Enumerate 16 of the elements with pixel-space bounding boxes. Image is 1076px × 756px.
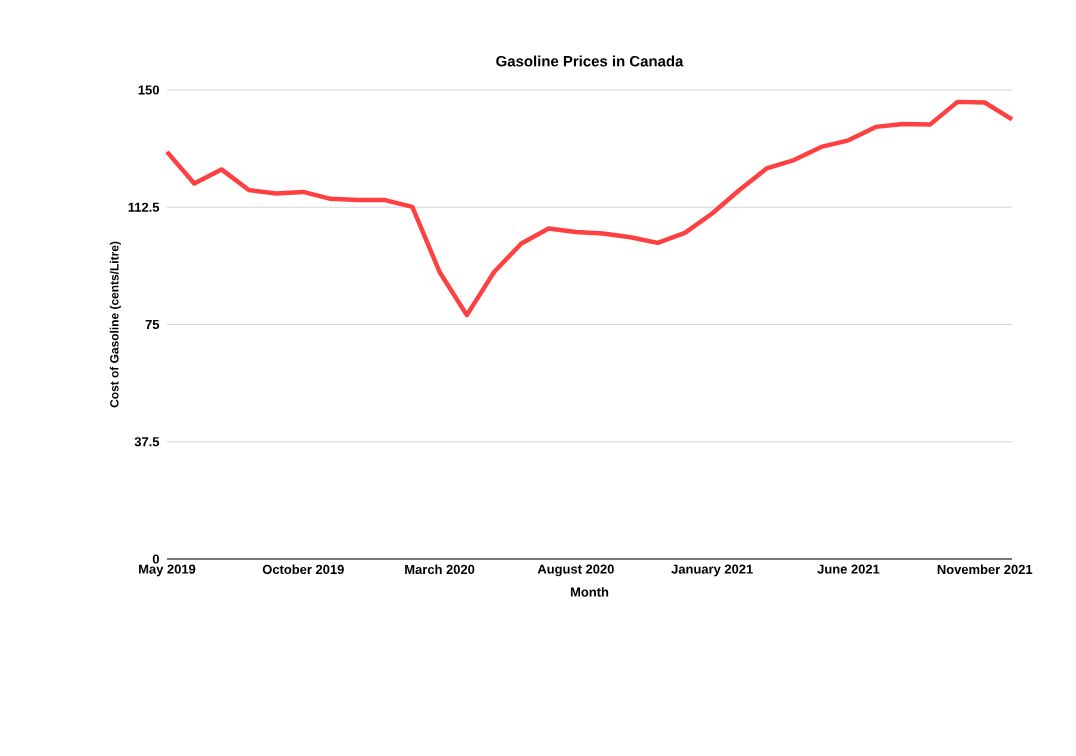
x-axis-title: Month: [570, 587, 609, 597]
x-tick-label: August 2020: [537, 564, 614, 577]
x-tick-label: November 2021: [937, 564, 1033, 575]
x-tick-label: January 2021: [671, 564, 753, 577]
y-tick-label: 150: [138, 85, 159, 95]
y-tick-label: 0: [152, 554, 159, 564]
chart-title: Gasoline Prices in Canada: [496, 55, 684, 67]
y-tick-label: 112.5: [128, 202, 160, 212]
x-tick-label: October 2019: [262, 564, 344, 575]
x-tick-label: March 2020: [405, 564, 475, 575]
y-tick-label: 75: [145, 319, 160, 330]
y-axis-title: Cost of Gasoline (cents/Litre): [109, 241, 121, 408]
x-tick-label: June 2021: [817, 564, 880, 574]
x-tick-label: May 2019: [139, 564, 196, 577]
y-tick-label: 37.5: [134, 437, 160, 447]
line-series: [164, 99, 1015, 318]
